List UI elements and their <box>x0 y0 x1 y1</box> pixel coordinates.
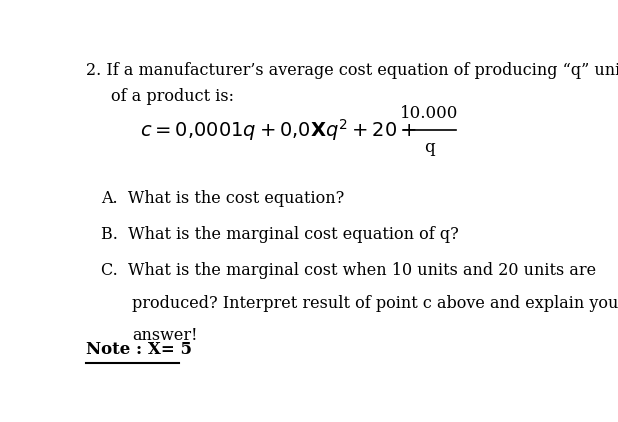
Text: 10.000: 10.000 <box>400 105 459 122</box>
Text: B.  What is the marginal cost equation of q?: B. What is the marginal cost equation of… <box>101 226 459 243</box>
Text: $c = 0{,}0001q + 0{,}0\mathbf{X}q^2 + 20 +$: $c = 0{,}0001q + 0{,}0\mathbf{X}q^2 + 20… <box>140 117 416 143</box>
Text: answer!: answer! <box>132 327 198 344</box>
Text: 2. If a manufacturer’s average cost equation of producing “q” units: 2. If a manufacturer’s average cost equa… <box>86 62 618 79</box>
Text: produced? Interpret result of point c above and explain your: produced? Interpret result of point c ab… <box>132 295 618 312</box>
Text: Note : X= 5: Note : X= 5 <box>86 341 192 358</box>
Text: A.  What is the cost equation?: A. What is the cost equation? <box>101 190 344 207</box>
Text: C.  What is the marginal cost when 10 units and 20 units are: C. What is the marginal cost when 10 uni… <box>101 262 596 279</box>
Text: of a product is:: of a product is: <box>111 88 234 105</box>
Text: q: q <box>424 139 434 156</box>
